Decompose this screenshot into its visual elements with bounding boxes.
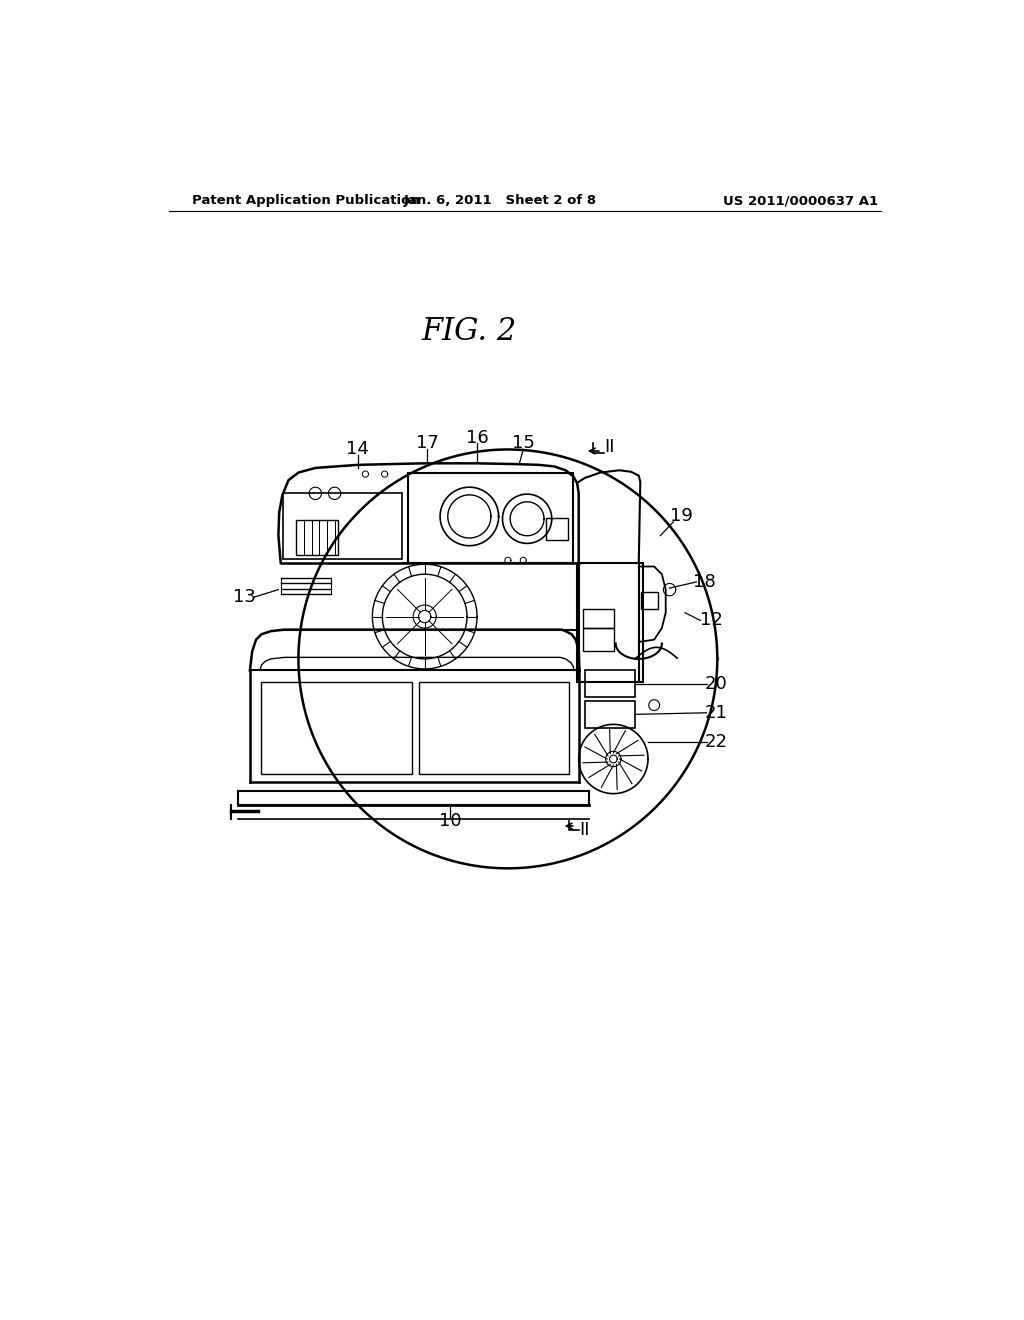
Bar <box>283 494 402 558</box>
Text: II: II <box>604 438 614 457</box>
Text: 10: 10 <box>439 812 462 829</box>
Text: 13: 13 <box>233 589 256 606</box>
Text: 22: 22 <box>705 733 727 751</box>
Bar <box>641 591 658 609</box>
Text: 12: 12 <box>700 611 723 630</box>
Text: Jan. 6, 2011   Sheet 2 of 8: Jan. 6, 2011 Sheet 2 of 8 <box>403 194 597 207</box>
Text: 18: 18 <box>693 573 716 591</box>
Text: 16: 16 <box>466 429 488 447</box>
Bar <box>239 792 589 805</box>
Text: FIG. 2: FIG. 2 <box>422 317 517 347</box>
Text: 14: 14 <box>346 441 369 458</box>
Bar <box>547 517 568 540</box>
Bar <box>408 473 573 562</box>
Text: II: II <box>580 821 590 838</box>
Bar <box>584 609 614 628</box>
Bar <box>578 562 643 682</box>
Text: 20: 20 <box>705 675 727 693</box>
Bar <box>419 682 569 775</box>
Bar <box>585 671 635 697</box>
Bar <box>585 701 635 729</box>
Text: Patent Application Publication: Patent Application Publication <box>193 194 420 207</box>
Text: 15: 15 <box>512 434 535 453</box>
Text: US 2011/0000637 A1: US 2011/0000637 A1 <box>723 194 878 207</box>
Bar <box>584 628 614 651</box>
Bar <box>296 520 339 554</box>
Text: 19: 19 <box>670 507 692 525</box>
Text: 21: 21 <box>705 704 727 722</box>
Text: 17: 17 <box>416 434 438 453</box>
Bar <box>261 682 412 775</box>
